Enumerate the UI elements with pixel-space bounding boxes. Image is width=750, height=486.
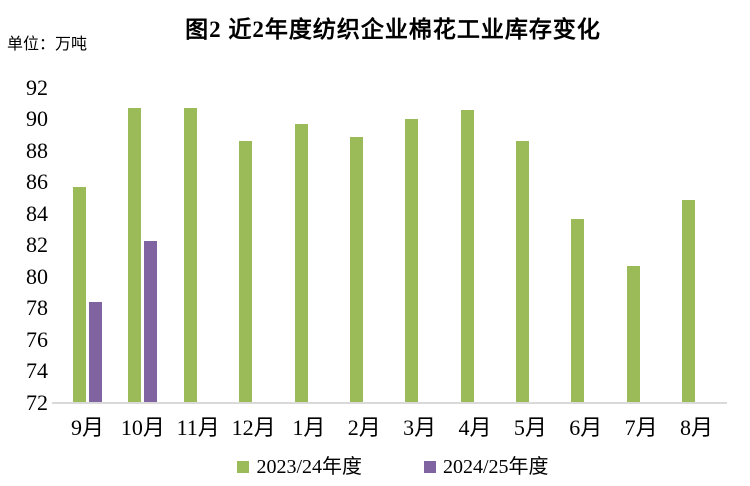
legend-item-2023-24: 2023/24年度 [237,457,362,477]
y-tick-label-84: 84 [26,200,48,226]
x-tick-label-4月: 4月 [458,415,492,440]
bar-2024/25年度-9月 [88,302,102,403]
x-tick-label-10月: 10月 [120,415,165,440]
bar-2023/24年度-7月 [626,265,640,403]
bar-2023/24年度-2月 [349,136,363,403]
legend-swatch-2023-24 [237,461,250,473]
x-tick-label-9月: 9月 [70,415,104,440]
legend-swatch-2024-25 [424,461,436,473]
x-tick-label-7月: 7月 [624,415,658,440]
legend-label-2023-24: 2023/24年度 [256,456,362,478]
bar-2023/24年度-8月 [682,199,696,403]
y-tick-label-72: 72 [26,390,48,415]
bar-2023/24年度-4月 [460,109,474,403]
x-tick-label-12月: 12月 [231,415,276,440]
y-tick-label-86: 86 [26,169,48,195]
unit-label: 单位：万吨 [7,36,88,53]
x-tick-label-8月: 8月 [679,415,713,440]
bar-2023/24年度-6月 [571,218,585,403]
bar-2023/24年度-10月 [128,108,142,403]
y-tick-label-76: 76 [26,326,48,352]
y-tick-label-78: 78 [26,295,48,321]
chart-title: 图2 近2年度纺织企业棉花工业库存变化 [185,17,601,42]
x-tick-label-3月: 3月 [403,415,437,440]
y-tick-label-82: 82 [26,232,48,258]
x-tick-label-6月: 6月 [569,415,603,440]
legend: 2023/24年度 2024/25年度 [60,457,726,477]
x-axis-line [52,402,727,404]
x-tick-label-2月: 2月 [347,415,381,440]
bar-2023/24年度-12月 [239,141,253,403]
legend-item-2024-25: 2024/25年度 [424,457,549,477]
y-tick-label-74: 74 [26,358,48,384]
y-tick-label-92: 92 [26,74,48,100]
x-tick-label-11月: 11月 [176,415,220,440]
y-tick-label-88: 88 [26,137,48,163]
bar-2023/24年度-1月 [294,123,308,403]
y-tick-label-80: 80 [26,263,48,289]
y-tick-label-90: 90 [26,106,48,132]
bar-2023/24年度-5月 [515,141,529,403]
legend-label-2024-25: 2024/25年度 [443,456,549,478]
bar-2023/24年度-9月 [73,187,87,403]
x-tick-label-1月: 1月 [292,415,326,440]
x-tick-label-5月: 5月 [513,415,547,440]
bar-2023/24年度-11月 [183,108,197,403]
bar-2023/24年度-3月 [405,119,419,403]
bar-2024/25年度-10月 [144,240,158,403]
